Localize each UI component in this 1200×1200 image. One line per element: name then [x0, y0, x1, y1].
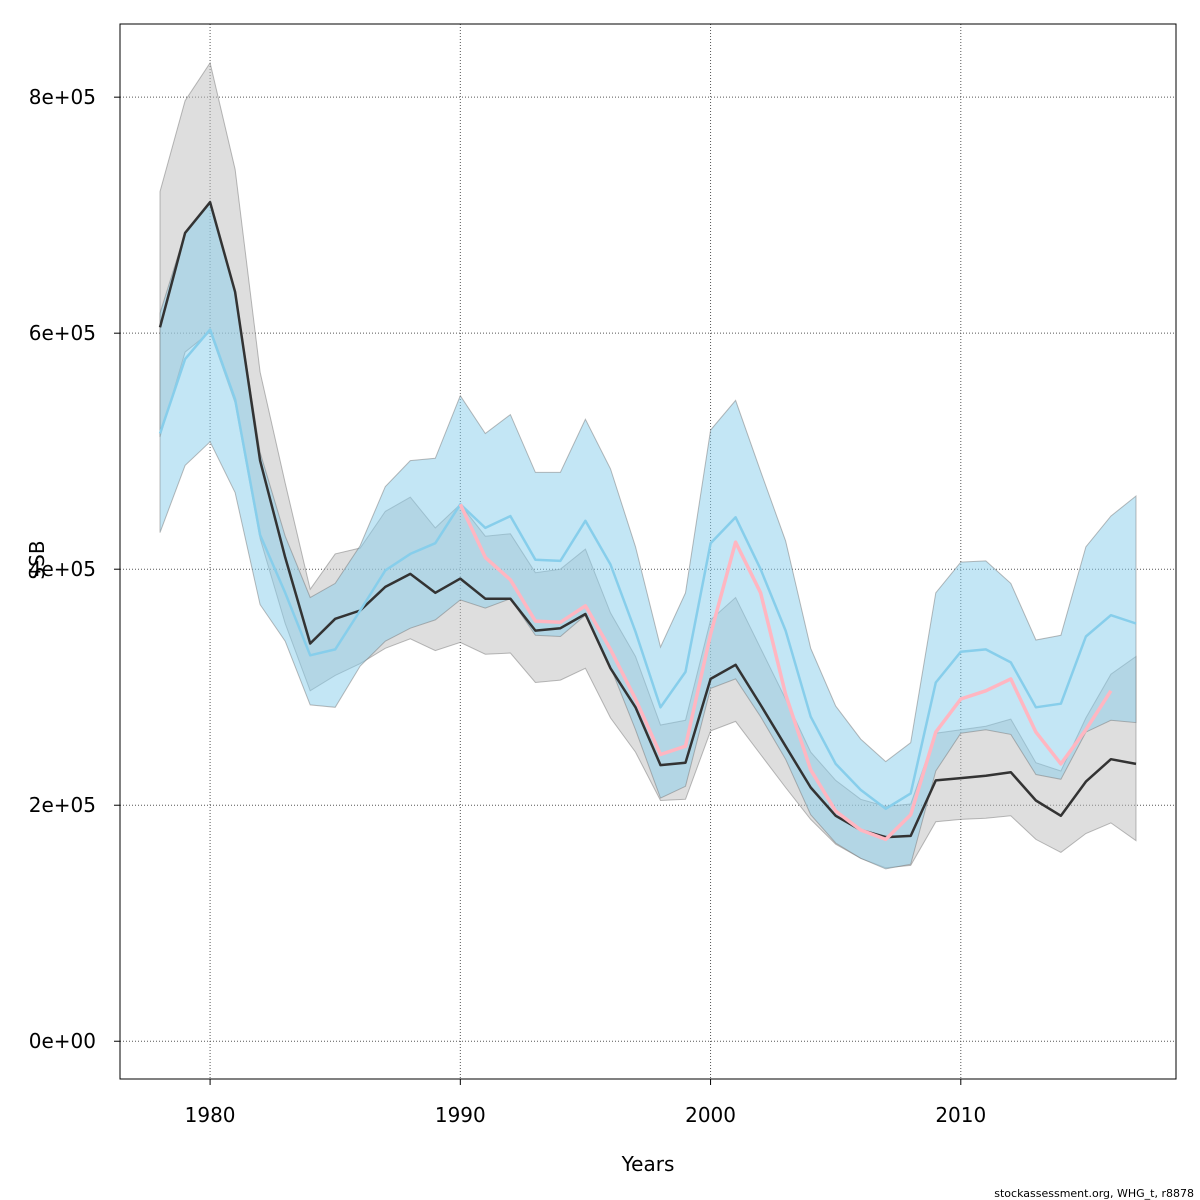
y-tick-label: 2e+05: [29, 793, 96, 817]
blue-series-line: [158, 328, 1137, 811]
x-tick-label: 1990: [435, 1103, 486, 1127]
x-axis-title: Years: [621, 1152, 675, 1176]
pink-series-line: [458, 503, 1113, 842]
y-axis-title: SSB: [25, 540, 49, 579]
x-tick-label: 2000: [685, 1103, 736, 1127]
y-tick-label: 8e+05: [29, 85, 96, 109]
x-tick-label: 1980: [185, 1103, 236, 1127]
y-tick-label: 0e+00: [29, 1029, 96, 1053]
x-axis: 1980 1990 2000 2010: [185, 1079, 986, 1127]
series-lines: [158, 200, 1137, 842]
y-tick-label: 6e+05: [29, 321, 96, 345]
x-tick-label: 2010: [935, 1103, 986, 1127]
gray-series-line: [158, 200, 1137, 839]
y-tick-label: 4e+05: [29, 557, 96, 581]
footer-note: stockassessment.org, WHG_t, r8878: [994, 1187, 1194, 1200]
y-axis: 0e+00 2e+05 4e+05 6e+05 8e+05: [29, 85, 120, 1053]
plot-frame: [119, 23, 1177, 1080]
